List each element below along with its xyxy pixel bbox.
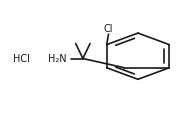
Text: HCl: HCl	[13, 53, 30, 64]
Text: H₂N: H₂N	[48, 53, 67, 64]
Text: Cl: Cl	[104, 24, 113, 34]
